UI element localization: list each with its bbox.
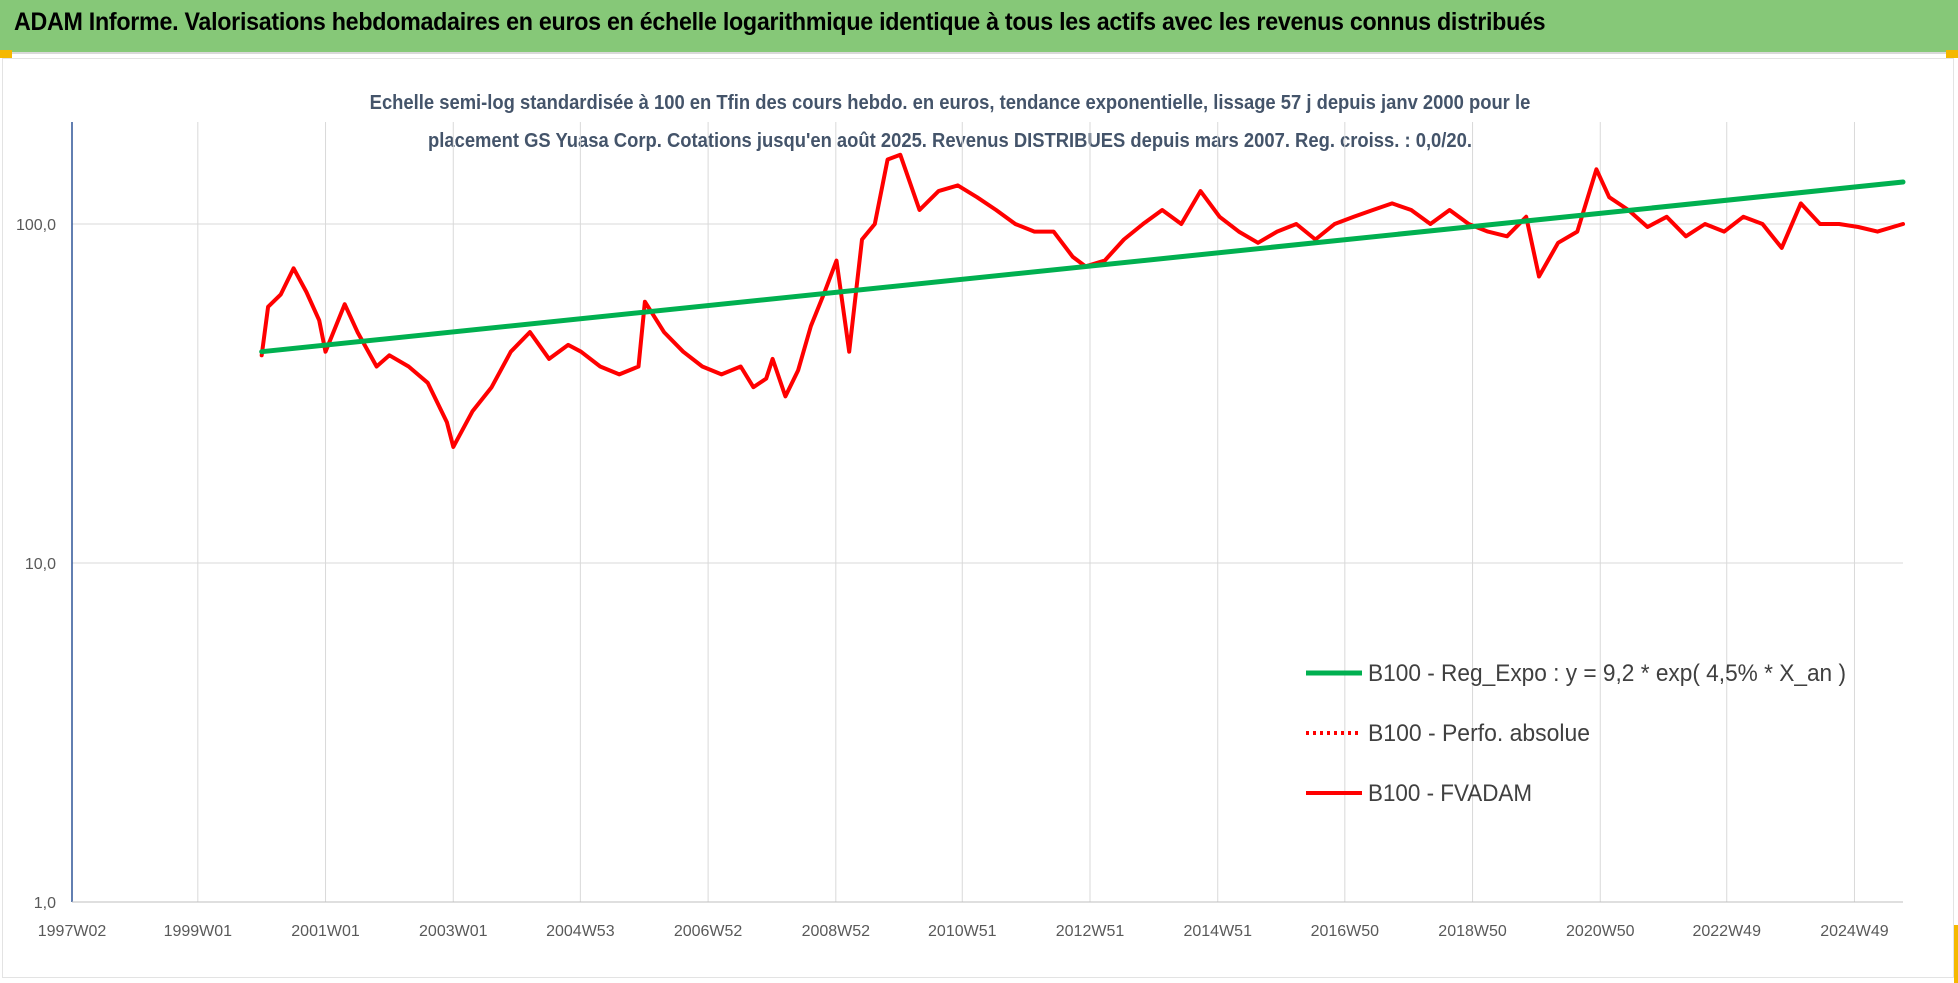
chart-title-line-1: Echelle semi-log standardisée à 100 en T… <box>369 92 1531 114</box>
x-tick-label: 2014W51 <box>1183 923 1252 940</box>
x-tick-label: 2003W01 <box>419 923 488 940</box>
x-tick-label: 2006W52 <box>674 923 743 940</box>
x-tick-label: 1997W02 <box>38 923 107 940</box>
series-line-0 <box>259 179 1906 355</box>
corner-accent-top-right <box>1946 50 1958 58</box>
chart-title: Echelle semi-log standardisée à 100 en T… <box>260 84 1640 160</box>
x-tick-label: 2016W50 <box>1311 923 1380 940</box>
x-tick-label: 2001W01 <box>291 923 360 940</box>
series-line-2 <box>259 152 1905 449</box>
corner-accent-top-left <box>0 50 12 58</box>
legend-label: B100 - Perfo. absolue <box>1368 720 1590 747</box>
x-tick-label: 2012W51 <box>1056 923 1125 940</box>
banner-title: ADAM Informe. Valorisations hebdomadaire… <box>14 8 1546 36</box>
chart-title-line-2: placement GS Yuasa Corp. Cotations jusqu… <box>428 130 1472 152</box>
corner-accent-bottom-right <box>1954 925 1958 983</box>
legend-label: B100 - Reg_Expo : y = 9,2 * exp( 4,5% * … <box>1368 660 1846 687</box>
y-tick-label: 1,0 <box>34 895 56 912</box>
x-tick-label: 2008W52 <box>802 923 871 940</box>
x-tick-label: 2024W49 <box>1820 923 1889 940</box>
x-tick-label: 2010W51 <box>928 923 997 940</box>
y-tick-label: 10,0 <box>25 556 56 573</box>
title-banner: ADAM Informe. Valorisations hebdomadaire… <box>0 0 1958 54</box>
x-tick-label: 2018W50 <box>1438 923 1507 940</box>
x-tick-label: 2020W50 <box>1566 923 1635 940</box>
x-tick-label: 1999W01 <box>164 923 233 940</box>
legend-label: B100 - FVADAM <box>1368 780 1532 807</box>
y-tick-label: 100,0 <box>16 217 56 234</box>
x-tick-label: 2022W49 <box>1692 923 1761 940</box>
chart-frame <box>2 58 1954 978</box>
x-tick-label: 2004W53 <box>546 923 615 940</box>
